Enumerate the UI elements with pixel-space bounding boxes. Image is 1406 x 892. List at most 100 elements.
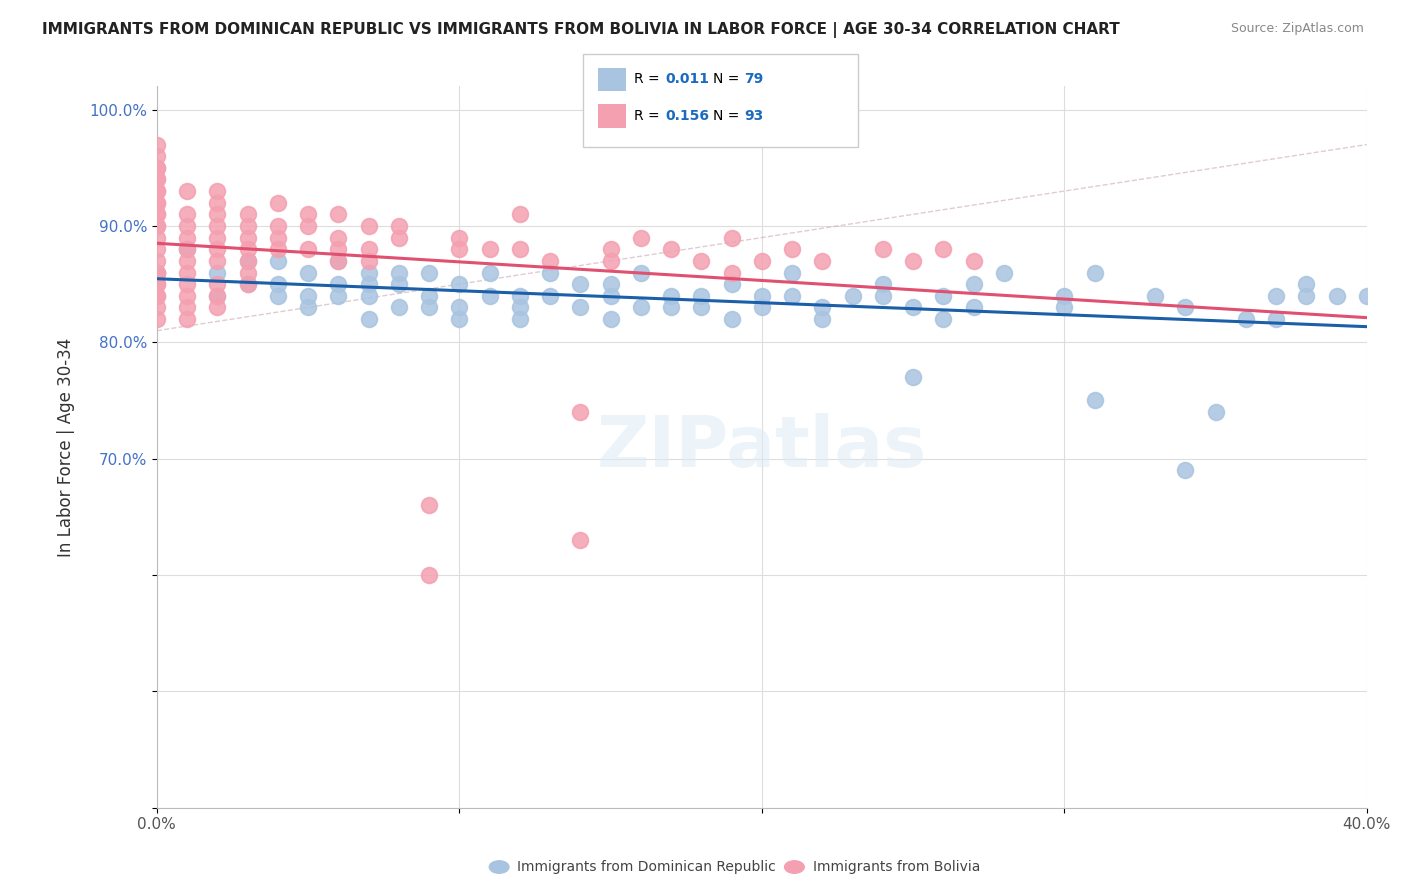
Point [176, 230, 198, 244]
Text: IMMIGRANTS FROM DOMINICAN REPUBLIC VS IMMIGRANTS FROM BOLIVIA IN LABOR FORCE | A: IMMIGRANTS FROM DOMINICAN REPUBLIC VS IM… [42, 22, 1121, 38]
Point [236, 277, 259, 292]
Point [872, 289, 894, 303]
Point [207, 253, 229, 268]
Point [449, 277, 471, 292]
Point [236, 207, 259, 221]
Point [993, 266, 1015, 280]
Text: Immigrants from Dominican Republic: Immigrants from Dominican Republic [517, 860, 776, 874]
Point [1326, 289, 1348, 303]
Point [146, 137, 169, 152]
Point [328, 253, 350, 268]
Point [509, 207, 531, 221]
Point [599, 289, 621, 303]
Point [267, 195, 290, 210]
Point [872, 277, 894, 292]
Point [388, 219, 411, 233]
Point [509, 289, 531, 303]
Point [388, 277, 411, 292]
Text: 93: 93 [744, 109, 763, 123]
Point [509, 312, 531, 326]
Point [811, 301, 834, 315]
Point [297, 266, 319, 280]
Text: R =: R = [634, 72, 664, 87]
Point [962, 301, 984, 315]
Point [901, 253, 924, 268]
Point [236, 219, 259, 233]
Point [146, 289, 169, 303]
Point [932, 312, 955, 326]
Point [207, 301, 229, 315]
Point [236, 253, 259, 268]
Point [659, 242, 682, 256]
Point [146, 207, 169, 221]
Text: 0.156: 0.156 [665, 109, 709, 123]
Point [146, 184, 169, 198]
Point [932, 289, 955, 303]
Point [207, 277, 229, 292]
Point [328, 230, 350, 244]
Point [328, 242, 350, 256]
Point [1265, 312, 1288, 326]
Point [538, 266, 561, 280]
Point [267, 230, 290, 244]
Point [1355, 289, 1378, 303]
Point [509, 301, 531, 315]
Point [449, 242, 471, 256]
Point [841, 289, 863, 303]
Point [659, 289, 682, 303]
Text: ZIPatlas: ZIPatlas [596, 412, 927, 482]
Point [569, 405, 592, 419]
Point [146, 230, 169, 244]
Point [1053, 289, 1076, 303]
Point [357, 242, 380, 256]
Point [418, 301, 440, 315]
Point [1174, 463, 1197, 477]
Point [146, 277, 169, 292]
Point [267, 277, 290, 292]
Point [146, 266, 169, 280]
Point [176, 289, 198, 303]
Point [146, 242, 169, 256]
Point [328, 277, 350, 292]
Point [569, 533, 592, 547]
Point [418, 266, 440, 280]
Point [297, 219, 319, 233]
Point [297, 289, 319, 303]
Point [962, 277, 984, 292]
Point [207, 242, 229, 256]
Point [1174, 301, 1197, 315]
Point [146, 301, 169, 315]
Point [176, 301, 198, 315]
Point [630, 230, 652, 244]
Y-axis label: In Labor Force | Age 30-34: In Labor Force | Age 30-34 [58, 337, 75, 557]
Text: N =: N = [713, 72, 744, 87]
Point [418, 289, 440, 303]
Point [599, 253, 621, 268]
Point [569, 277, 592, 292]
Point [1295, 277, 1317, 292]
Point [328, 207, 350, 221]
Point [176, 277, 198, 292]
Point [720, 312, 742, 326]
Point [449, 230, 471, 244]
Point [780, 266, 803, 280]
Point [780, 289, 803, 303]
Point [932, 242, 955, 256]
Point [146, 161, 169, 175]
Point [297, 301, 319, 315]
Point [630, 301, 652, 315]
Point [267, 242, 290, 256]
Point [176, 266, 198, 280]
Text: Source: ZipAtlas.com: Source: ZipAtlas.com [1230, 22, 1364, 36]
Point [297, 207, 319, 221]
Point [176, 219, 198, 233]
Point [962, 253, 984, 268]
Point [207, 289, 229, 303]
Point [478, 242, 501, 256]
Point [538, 289, 561, 303]
Point [538, 253, 561, 268]
Point [207, 289, 229, 303]
Point [872, 242, 894, 256]
Point [478, 289, 501, 303]
Point [388, 266, 411, 280]
